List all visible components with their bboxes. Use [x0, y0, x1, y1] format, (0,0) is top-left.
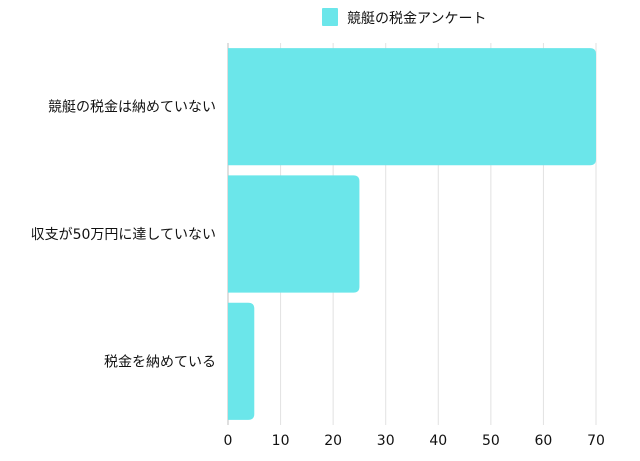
x-tick-label: 40 [429, 433, 447, 449]
bar [228, 48, 596, 166]
x-tick-label: 10 [272, 433, 290, 449]
x-tick-label: 60 [535, 433, 553, 449]
category-label: 競艇の税金は納めていない [48, 100, 216, 116]
x-tick-label: 70 [587, 433, 605, 449]
x-axis-tick-labels: 0 10 20 30 40 50 60 70 [224, 433, 605, 449]
legend: 競艇の税金アンケート [322, 8, 486, 27]
category-label: 収支が50万円に達していない [31, 227, 216, 243]
bar [228, 302, 255, 420]
bar [228, 175, 360, 293]
x-tick-label: 50 [482, 433, 500, 449]
legend-swatch [322, 8, 338, 26]
legend-label: 競艇の税金アンケート [347, 11, 486, 27]
x-tick-label: 0 [224, 433, 233, 449]
x-tick-label: 20 [324, 433, 342, 449]
bars [228, 48, 596, 420]
category-label: 税金を納めている [104, 354, 216, 370]
x-tick-label: 30 [377, 433, 395, 449]
